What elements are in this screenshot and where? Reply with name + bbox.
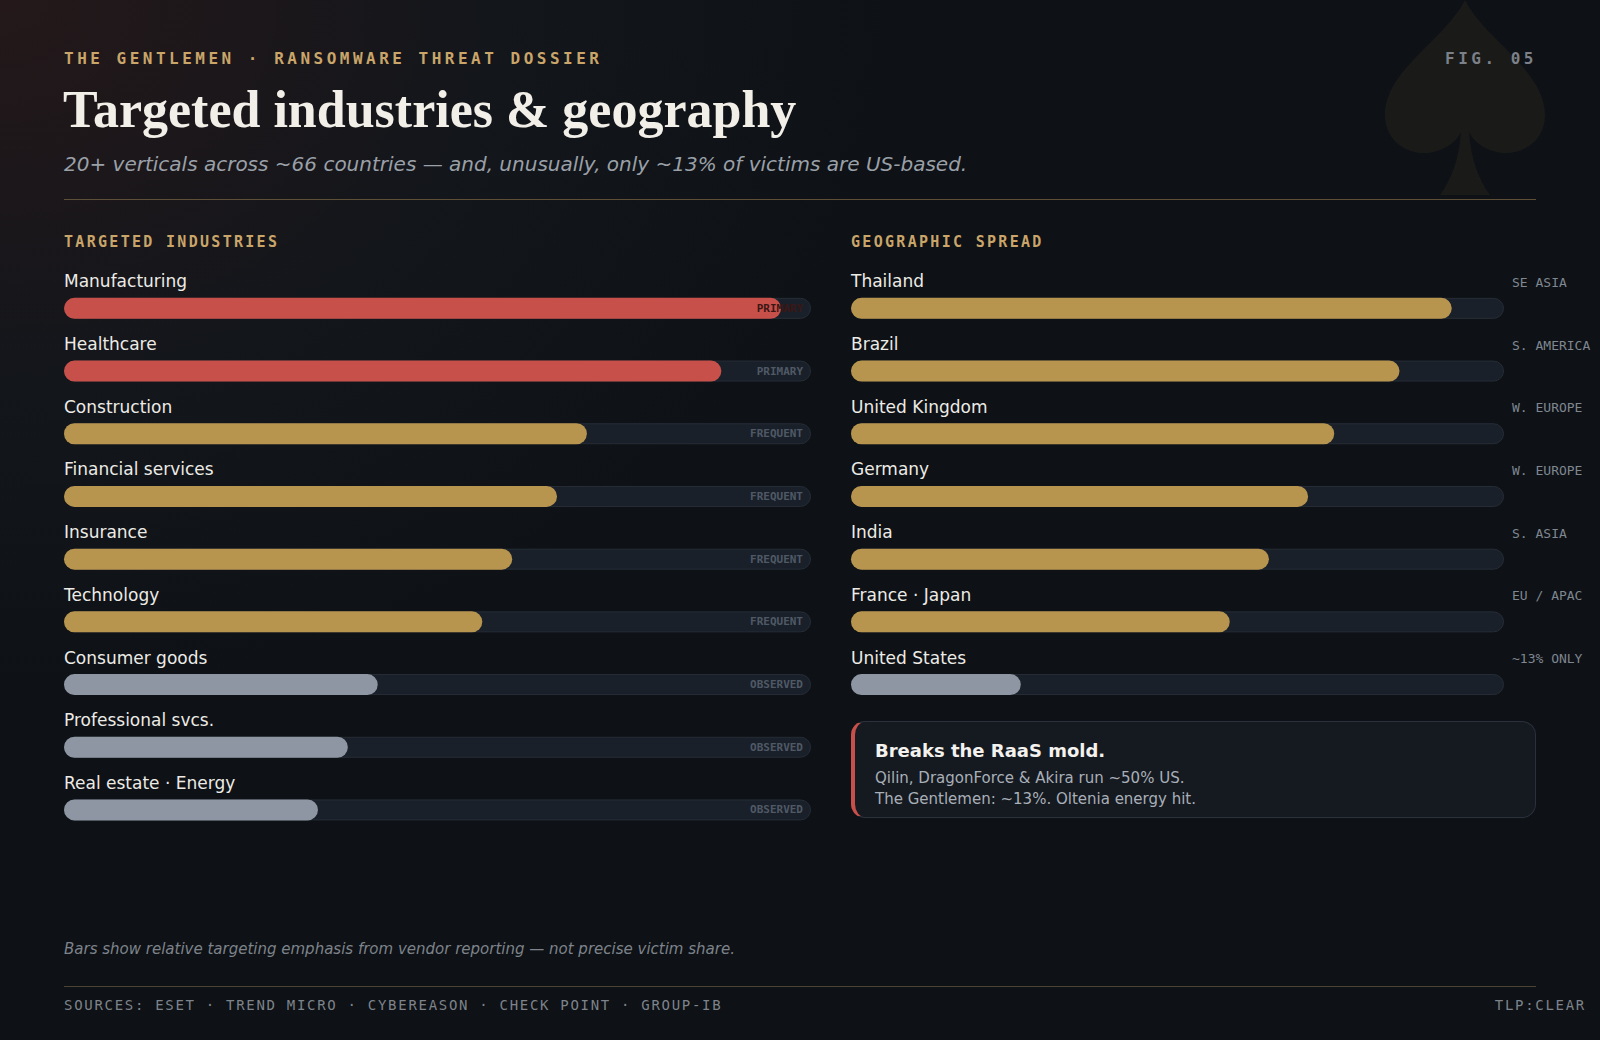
svg-text:Manufacturing: Manufacturing [64, 271, 187, 291]
html-text:Targeted industries & geograph: Targeted industries & geography [63, 81, 797, 138]
svg-text:Real estate · Energy: Real estate · Energy [64, 773, 235, 793]
svg-text:Brazil: Brazil [851, 334, 898, 354]
svg-text:France · Japan: France · Japan [851, 585, 971, 605]
html-text:Qilin, DragonForce & Akira run: Qilin, DragonForce & Akira run ~50% US. [875, 769, 1185, 787]
svg-text:United Kingdom: United Kingdom [851, 397, 987, 417]
svg-text:PRIMARY: PRIMARY [757, 302, 804, 315]
svg-text:S. ASIA: S. ASIA [1512, 526, 1567, 541]
html-text:THE GENTLEMEN · RANSOMWARE THR: THE GENTLEMEN · RANSOMWARE THREAT DOSSIE… [64, 49, 603, 68]
html-text:The Gentlemen: ~13%. Oltenia e: The Gentlemen: ~13%. Oltenia energy hit. [875, 790, 1196, 808]
svg-text:PRIMARY: PRIMARY [757, 365, 804, 378]
svg-text:OBSERVED: OBSERVED [750, 803, 803, 816]
svg-text:Financial services: Financial services [64, 459, 214, 479]
html-text:Bars show relative targeting e: Bars show relative targeting emphasis fr… [64, 940, 735, 958]
svg-text:~13% ONLY: ~13% ONLY [1512, 651, 1583, 666]
svg-text:Consumer goods: Consumer goods [64, 648, 207, 668]
svg-text:United States: United States [851, 648, 966, 668]
svg-text:OBSERVED: OBSERVED [750, 741, 803, 754]
svg-text:FREQUENT: FREQUENT [750, 427, 803, 440]
svg-text:SE ASIA: SE ASIA [1512, 275, 1567, 290]
svg-text:EU / APAC: EU / APAC [1512, 588, 1582, 603]
html-text:FIG. 05: FIG. 05 [1445, 49, 1537, 68]
svg-text:W. EUROPE: W. EUROPE [1512, 463, 1582, 478]
html-text:SOURCES: ESET · TREND MICRO ·: SOURCES: ESET · TREND MICRO · CYBEREASON… [64, 997, 723, 1013]
html-text:20+ verticals across ~66 count: 20+ verticals across ~66 countries — and… [64, 152, 968, 176]
html-text:Breaks the RaaS mold.: Breaks the RaaS mold. [875, 740, 1106, 761]
svg-text:Insurance: Insurance [64, 522, 147, 542]
svg-text:W. EUROPE: W. EUROPE [1512, 400, 1582, 415]
svg-text:OBSERVED: OBSERVED [750, 678, 803, 691]
svg-text:FREQUENT: FREQUENT [750, 553, 803, 566]
svg-text:Germany: Germany [851, 459, 929, 479]
html-text:TLP:CLEAR: TLP:CLEAR [1494, 997, 1586, 1013]
html-text:TARGETED INDUSTRIES: TARGETED INDUSTRIES [64, 233, 280, 251]
svg-text:Professional svcs.: Professional svcs. [64, 710, 214, 730]
svg-text:Technology: Technology [63, 585, 159, 605]
svg-text:Healthcare: Healthcare [64, 334, 157, 354]
svg-text:FREQUENT: FREQUENT [750, 490, 803, 503]
html-text:GEOGRAPHIC SPREAD: GEOGRAPHIC SPREAD [851, 233, 1044, 251]
svg-text:Construction: Construction [64, 397, 172, 417]
svg-text:S. AMERICA: S. AMERICA [1512, 338, 1590, 353]
svg-text:India: India [851, 522, 893, 542]
svg-text:Thailand: Thailand [850, 271, 924, 291]
svg-text:FREQUENT: FREQUENT [750, 615, 803, 628]
